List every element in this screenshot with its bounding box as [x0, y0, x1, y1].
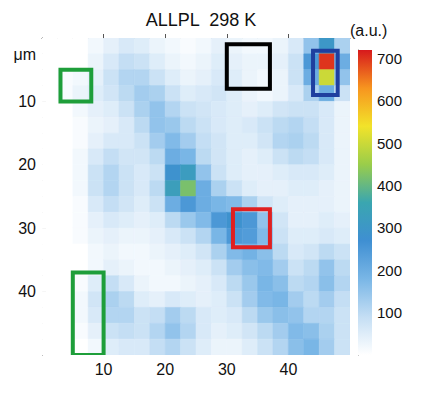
svg-text:(a.u.): (a.u.) [350, 22, 387, 39]
svg-text:30: 30 [218, 361, 236, 378]
svg-text:500: 500 [377, 135, 402, 152]
svg-text:40: 40 [18, 283, 36, 300]
svg-text:30: 30 [18, 220, 36, 237]
svg-text:20: 20 [156, 361, 174, 378]
svg-text:μm: μm [13, 46, 36, 63]
svg-text:200: 200 [377, 262, 402, 279]
svg-text:10: 10 [95, 361, 113, 378]
svg-text:700: 700 [377, 50, 402, 67]
svg-text:100: 100 [377, 304, 402, 321]
svg-text:400: 400 [377, 177, 402, 194]
svg-text:600: 600 [377, 92, 402, 109]
svg-text:20: 20 [18, 156, 36, 173]
svg-text:10: 10 [18, 93, 36, 110]
svg-text:ALLPL 298 K: ALLPL 298 K [146, 10, 256, 30]
svg-text:40: 40 [280, 361, 298, 378]
svg-text:300: 300 [377, 219, 402, 236]
